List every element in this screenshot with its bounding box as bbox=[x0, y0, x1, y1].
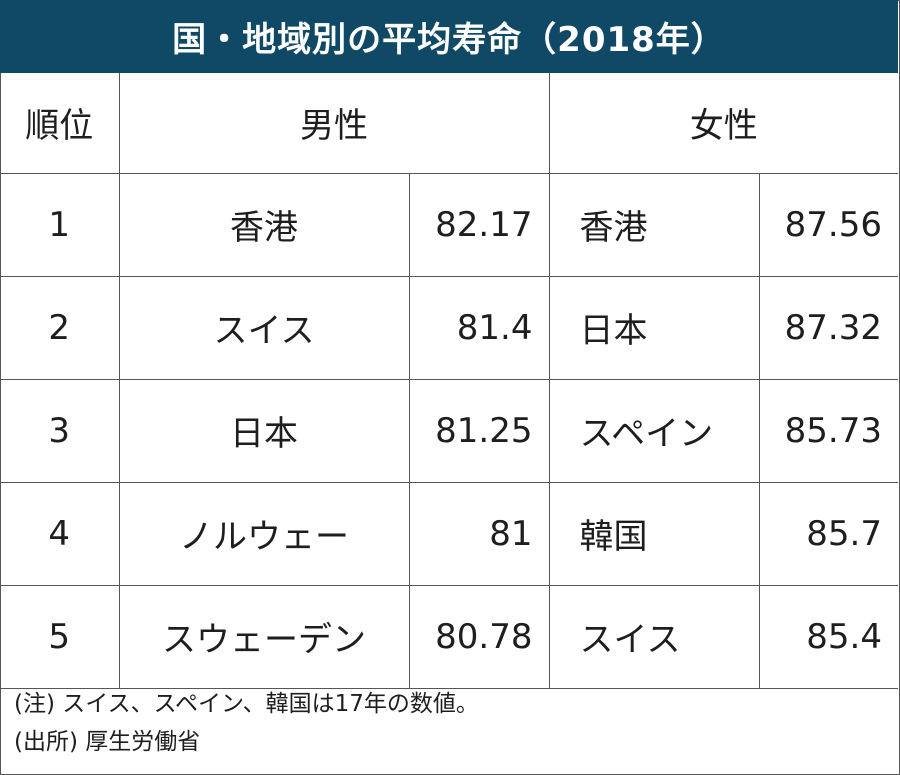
male-country-cell: スウェーデン bbox=[118, 584, 410, 689]
female-country-cell: スイス bbox=[548, 584, 760, 689]
female-value-cell: 87.56 bbox=[758, 172, 898, 277]
header-female: 女性 bbox=[548, 73, 898, 174]
footnotes: (注) スイス、スペイン、韓国は17年の数値。 (出所) 厚生労働省 bbox=[14, 685, 479, 761]
male-value-cell: 80.78 bbox=[408, 584, 550, 689]
female-value-cell: 85.73 bbox=[758, 378, 898, 483]
rank-cell: 2 bbox=[0, 275, 120, 380]
table-row: 5 スウェーデン 80.78 スイス 85.4 bbox=[0, 584, 898, 689]
table-row: 2 スイス 81.4 日本 87.32 bbox=[0, 275, 898, 380]
female-country-cell: 日本 bbox=[548, 275, 760, 380]
female-value-cell: 87.32 bbox=[758, 275, 898, 380]
male-value-cell: 81.25 bbox=[408, 378, 550, 483]
female-country-cell: 香港 bbox=[548, 172, 760, 277]
header-male: 男性 bbox=[118, 73, 550, 174]
male-value-cell: 81 bbox=[408, 481, 550, 586]
female-value-cell: 85.7 bbox=[758, 481, 898, 586]
life-expectancy-table: 順位 男性 女性 1 香港 82.17 香港 87.56 2 スイス 81.4 … bbox=[0, 73, 898, 689]
rank-cell: 5 bbox=[0, 584, 120, 689]
male-country-cell: 香港 bbox=[118, 172, 410, 277]
header-rank: 順位 bbox=[0, 73, 120, 174]
header-row: 順位 男性 女性 bbox=[0, 73, 898, 174]
table-row: 4 ノルウェー 81 韓国 85.7 bbox=[0, 481, 898, 586]
table-row: 3 日本 81.25 スペイン 85.73 bbox=[0, 378, 898, 483]
rank-cell: 3 bbox=[0, 378, 120, 483]
male-value-cell: 82.17 bbox=[408, 172, 550, 277]
female-country-cell: スペイン bbox=[548, 378, 760, 483]
footnote-source: (出所) 厚生労働省 bbox=[14, 729, 201, 755]
male-country-cell: スイス bbox=[118, 275, 410, 380]
male-country-cell: 日本 bbox=[118, 378, 410, 483]
rank-cell: 4 bbox=[0, 481, 120, 586]
male-value-cell: 81.4 bbox=[408, 275, 550, 380]
female-country-cell: 韓国 bbox=[548, 481, 760, 586]
rank-cell: 1 bbox=[0, 172, 120, 277]
table-title: 国・地域別の平均寿命（2018年） bbox=[0, 0, 898, 73]
table-row: 1 香港 82.17 香港 87.56 bbox=[0, 172, 898, 277]
male-country-cell: ノルウェー bbox=[118, 481, 410, 586]
footnote-note: (注) スイス、スペイン、韓国は17年の数値。 bbox=[14, 691, 479, 717]
female-value-cell: 85.4 bbox=[758, 584, 898, 689]
